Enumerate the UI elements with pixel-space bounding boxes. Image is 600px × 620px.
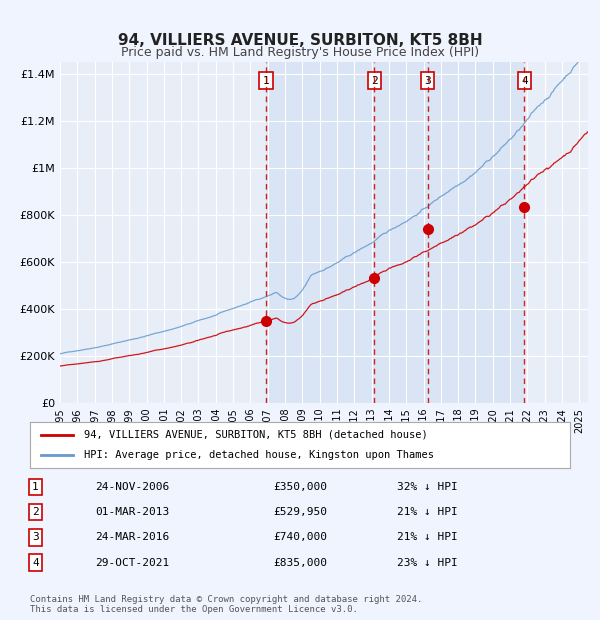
Text: 23% ↓ HPI: 23% ↓ HPI — [397, 557, 458, 568]
Text: 94, VILLIERS AVENUE, SURBITON, KT5 8BH (detached house): 94, VILLIERS AVENUE, SURBITON, KT5 8BH (… — [84, 430, 428, 440]
Text: 3: 3 — [424, 76, 431, 86]
Text: Contains HM Land Registry data © Crown copyright and database right 2024.
This d: Contains HM Land Registry data © Crown c… — [30, 595, 422, 614]
Text: 21% ↓ HPI: 21% ↓ HPI — [397, 507, 458, 517]
Text: 3: 3 — [32, 533, 39, 542]
Text: £740,000: £740,000 — [273, 533, 327, 542]
Text: £835,000: £835,000 — [273, 557, 327, 568]
Text: 2: 2 — [371, 76, 378, 86]
Text: 1: 1 — [263, 76, 269, 86]
Text: 1: 1 — [32, 482, 39, 492]
Text: 32% ↓ HPI: 32% ↓ HPI — [397, 482, 458, 492]
Text: Price paid vs. HM Land Registry's House Price Index (HPI): Price paid vs. HM Land Registry's House … — [121, 46, 479, 59]
Text: £350,000: £350,000 — [273, 482, 327, 492]
Text: 21% ↓ HPI: 21% ↓ HPI — [397, 533, 458, 542]
Text: 4: 4 — [521, 76, 528, 86]
Text: HPI: Average price, detached house, Kingston upon Thames: HPI: Average price, detached house, King… — [84, 450, 434, 460]
Text: 24-NOV-2006: 24-NOV-2006 — [95, 482, 169, 492]
Text: 29-OCT-2021: 29-OCT-2021 — [95, 557, 169, 568]
Text: 24-MAR-2016: 24-MAR-2016 — [95, 533, 169, 542]
Text: 94, VILLIERS AVENUE, SURBITON, KT5 8BH: 94, VILLIERS AVENUE, SURBITON, KT5 8BH — [118, 33, 482, 48]
Bar — [266, 62, 524, 403]
Text: £529,950: £529,950 — [273, 507, 327, 517]
Text: 2: 2 — [32, 507, 39, 517]
Text: 01-MAR-2013: 01-MAR-2013 — [95, 507, 169, 517]
Text: 4: 4 — [32, 557, 39, 568]
